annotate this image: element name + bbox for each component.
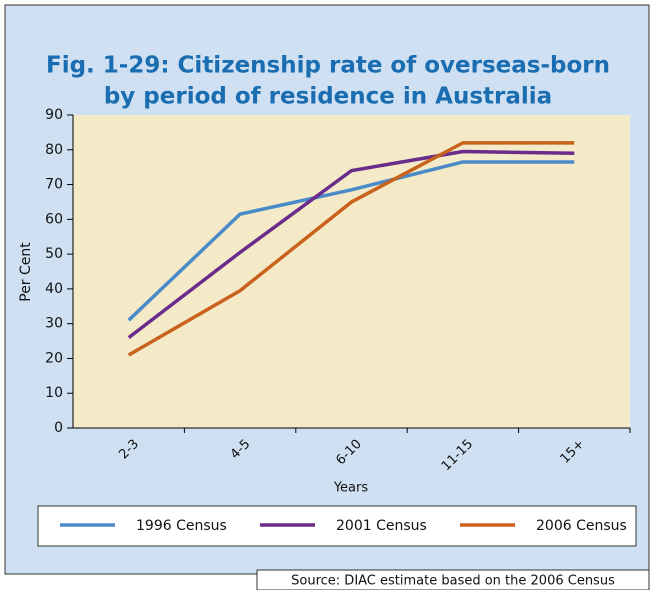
legend-label: 2001 Census — [336, 518, 427, 534]
source: Source: DIAC estimate based on the 2006 … — [291, 574, 615, 589]
y-tick-label: 80 — [45, 142, 63, 158]
y-tick-label: 70 — [45, 177, 63, 193]
y-tick-label: 0 — [54, 420, 63, 436]
y-tick-label: 20 — [45, 350, 63, 366]
y-tick-label: 90 — [45, 107, 63, 123]
y-tick-label: 40 — [45, 281, 63, 297]
y-tick-label: 10 — [45, 385, 63, 401]
x-axis-label: Years — [333, 481, 369, 496]
line-series — [127, 141, 575, 357]
chart-title: by period of residence in Australia — [104, 84, 552, 110]
line-series — [127, 149, 575, 339]
y-tick-label: 60 — [45, 211, 63, 227]
y-tick-label: 30 — [45, 316, 63, 332]
chart-title: Fig. 1-29: Citizenship rate of overseas-… — [46, 53, 610, 79]
legend-label: 1996 Census — [136, 518, 227, 534]
line-series — [127, 160, 575, 322]
legend — [37, 505, 637, 547]
source-box — [256, 569, 650, 590]
y-tick-label: 50 — [45, 246, 63, 262]
y-axis-label: Per Cent — [18, 242, 34, 302]
legend-label: 2006 Census — [536, 518, 627, 534]
plot-area — [73, 115, 630, 428]
